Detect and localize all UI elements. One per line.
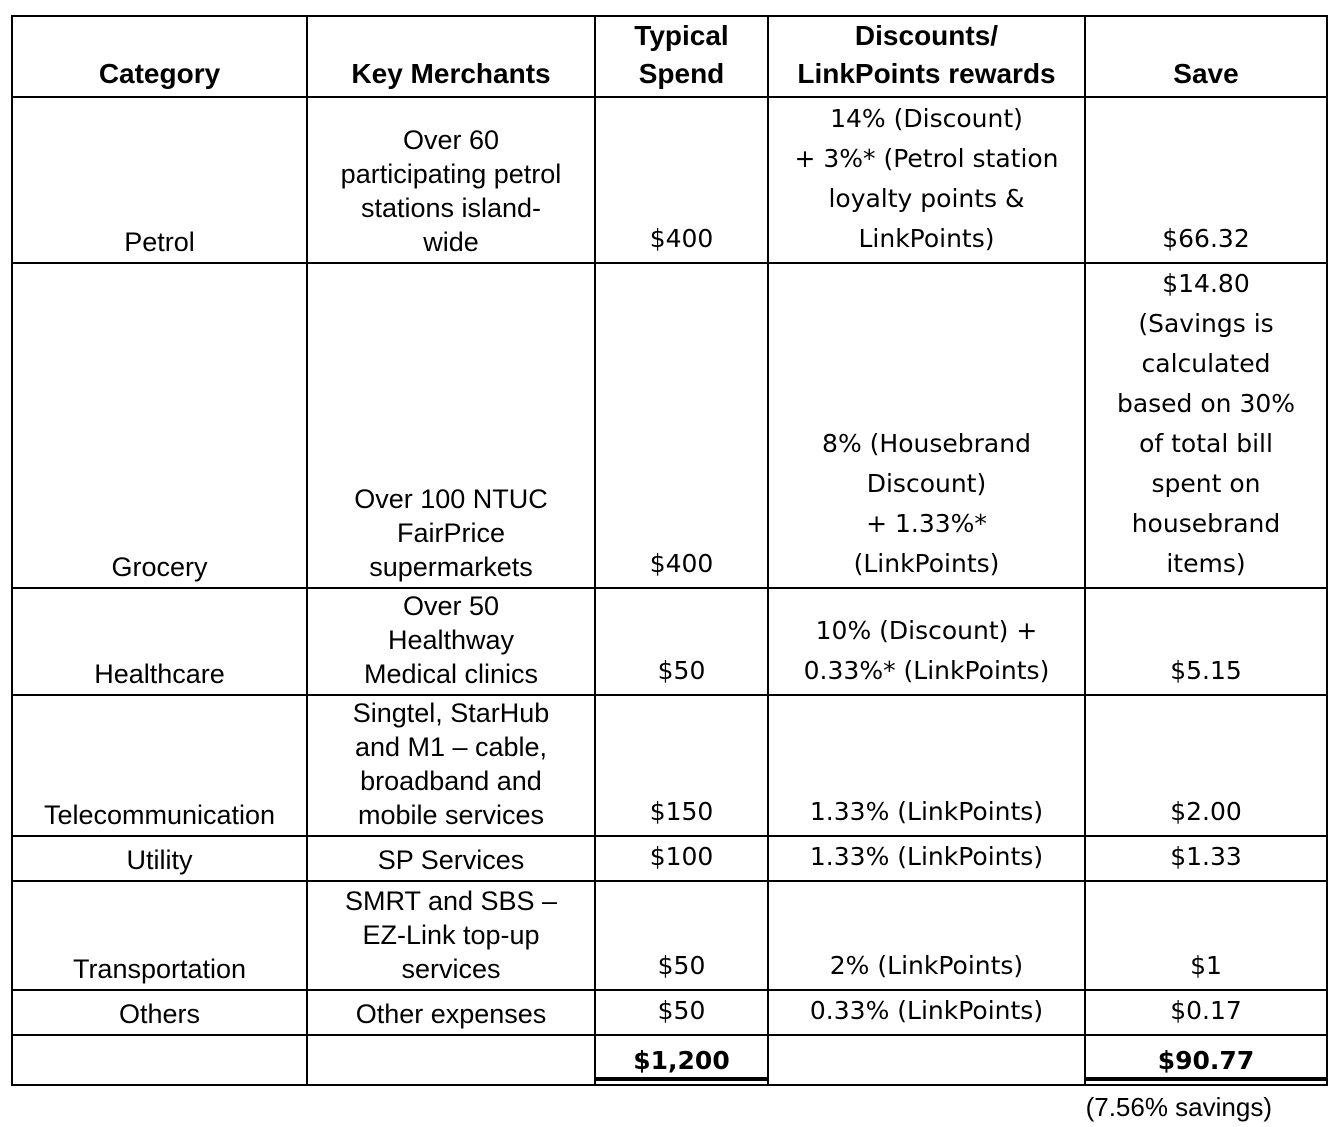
cell-others-spend: $50 [594,989,769,1036]
cell-grocery-save: $14.80 (Savings is calculated based on 3… [1084,262,1328,589]
savings-footnote: (7.56% savings) [1085,1092,1272,1122]
cell-petrol-merchants: Over 60 participating petrol stations is… [306,96,596,264]
col-header-discounts: Discounts/ LinkPoints rewards [767,15,1086,98]
cell-petrol-spend: $400 [594,96,769,264]
cell-telecommunication-save: $2.00 [1084,694,1328,837]
cell-petrol-discounts: 14% (Discount) + 3%* (Petrol station loy… [767,96,1086,264]
header-row: Category Key Merchants Typical Spend Dis… [11,15,1328,98]
cell-telecommunication-discounts: 1.33% (LinkPoints) [767,694,1086,837]
cell-others-discounts: 0.33% (LinkPoints) [767,989,1086,1036]
cell-transportation-discounts: 2% (LinkPoints) [767,880,1086,991]
cell-total-save: $90.77 [1084,1034,1328,1086]
cell-transportation-spend: $50 [594,880,769,991]
cell-total-spend: $1,200 [594,1034,769,1086]
cell-others-save: $0.17 [1084,989,1328,1036]
cell-total-discounts [767,1034,1086,1086]
row-petrol: Petrol Over 60 participating petrol stat… [11,96,1328,264]
col-header-spend: Typical Spend [594,15,769,98]
cell-others-merchants: Other expenses [306,989,596,1036]
row-utility: Utility SP Services $100 1.33% (LinkPoin… [11,835,1328,882]
col-header-save: Save [1084,15,1328,98]
cell-petrol-save: $66.32 [1084,96,1328,264]
cell-utility-merchants: SP Services [306,835,596,882]
row-healthcare: Healthcare Over 50 Healthway Medical cli… [11,587,1328,696]
cell-others-category: Others [11,989,308,1036]
cell-transportation-save: $1 [1084,880,1328,991]
cell-telecommunication-category: Telecommunication [11,694,308,837]
cell-utility-save: $1.33 [1084,835,1328,882]
col-header-category: Category [11,15,308,98]
cell-healthcare-category: Healthcare [11,587,308,696]
cell-utility-discounts: 1.33% (LinkPoints) [767,835,1086,882]
cell-utility-spend: $100 [594,835,769,882]
row-total: $1,200 $90.77 [11,1034,1328,1086]
row-transportation: Transportation SMRT and SBS – EZ-Link to… [11,880,1328,991]
cell-grocery-spend: $400 [594,262,769,589]
cell-healthcare-spend: $50 [594,587,769,696]
cell-telecommunication-merchants: Singtel, StarHub and M1 – cable, broadba… [306,694,596,837]
cell-healthcare-merchants: Over 50 Healthway Medical clinics [306,587,596,696]
row-grocery: Grocery Over 100 NTUC FairPrice supermar… [11,262,1328,589]
cell-transportation-category: Transportation [11,880,308,991]
cell-grocery-category: Grocery [11,262,308,589]
row-others: Others Other expenses $50 0.33% (LinkPoi… [11,989,1328,1036]
cell-petrol-category: Petrol [11,96,308,264]
cell-grocery-merchants: Over 100 NTUC FairPrice supermarkets [306,262,596,589]
savings-table: Category Key Merchants Typical Spend Dis… [11,15,1328,1086]
cell-grocery-discounts: 8% (Housebrand Discount) + 1.33%* (LinkP… [767,262,1086,589]
cell-telecommunication-spend: $150 [594,694,769,837]
cell-total-category [11,1034,308,1086]
cell-total-merchants [306,1034,596,1086]
cell-healthcare-discounts: 10% (Discount) + 0.33%* (LinkPoints) [767,587,1086,696]
row-telecommunication: Telecommunication Singtel, StarHub and M… [11,694,1328,837]
cell-healthcare-save: $5.15 [1084,587,1328,696]
cell-transportation-merchants: SMRT and SBS – EZ-Link top-up services [306,880,596,991]
col-header-merchants: Key Merchants [306,15,596,98]
cell-utility-category: Utility [11,835,308,882]
